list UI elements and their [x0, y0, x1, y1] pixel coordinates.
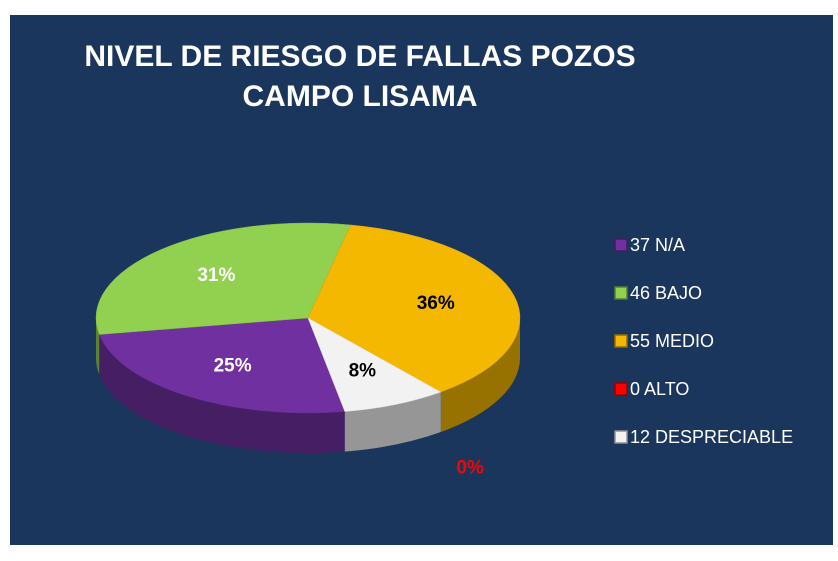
slice: [95, 222, 352, 335]
legend-swatch: [614, 286, 628, 300]
legend-swatch: [614, 334, 628, 348]
data-label: 36%: [417, 293, 455, 314]
legend-label: 46 BAJO: [630, 283, 702, 303]
slice-side: [440, 318, 520, 433]
legend-label: 55 MEDIO: [630, 331, 714, 351]
chart-title: NIVEL DE RIESGO DE FALLAS POZOS: [84, 40, 635, 73]
chart-title: CAMPO LISAMA: [243, 80, 478, 113]
legend-swatch: [614, 430, 628, 444]
legend-label: 12 DESPRECIABLE: [630, 427, 793, 447]
slice: [307, 317, 442, 412]
slice: [307, 224, 521, 393]
legend-swatch: [614, 238, 628, 252]
data-label: 0%: [456, 457, 484, 478]
legend-label: 0 ALTO: [630, 379, 689, 399]
slice-side: [344, 392, 441, 452]
data-label: 31%: [197, 265, 235, 286]
slice-side: [99, 334, 345, 454]
legend-label: 37 N/A: [630, 235, 685, 255]
legend-swatch: [614, 382, 628, 396]
slice-side: [96, 318, 100, 375]
data-label: 8%: [349, 361, 377, 382]
slice: [98, 317, 346, 414]
data-label: 25%: [214, 355, 252, 376]
